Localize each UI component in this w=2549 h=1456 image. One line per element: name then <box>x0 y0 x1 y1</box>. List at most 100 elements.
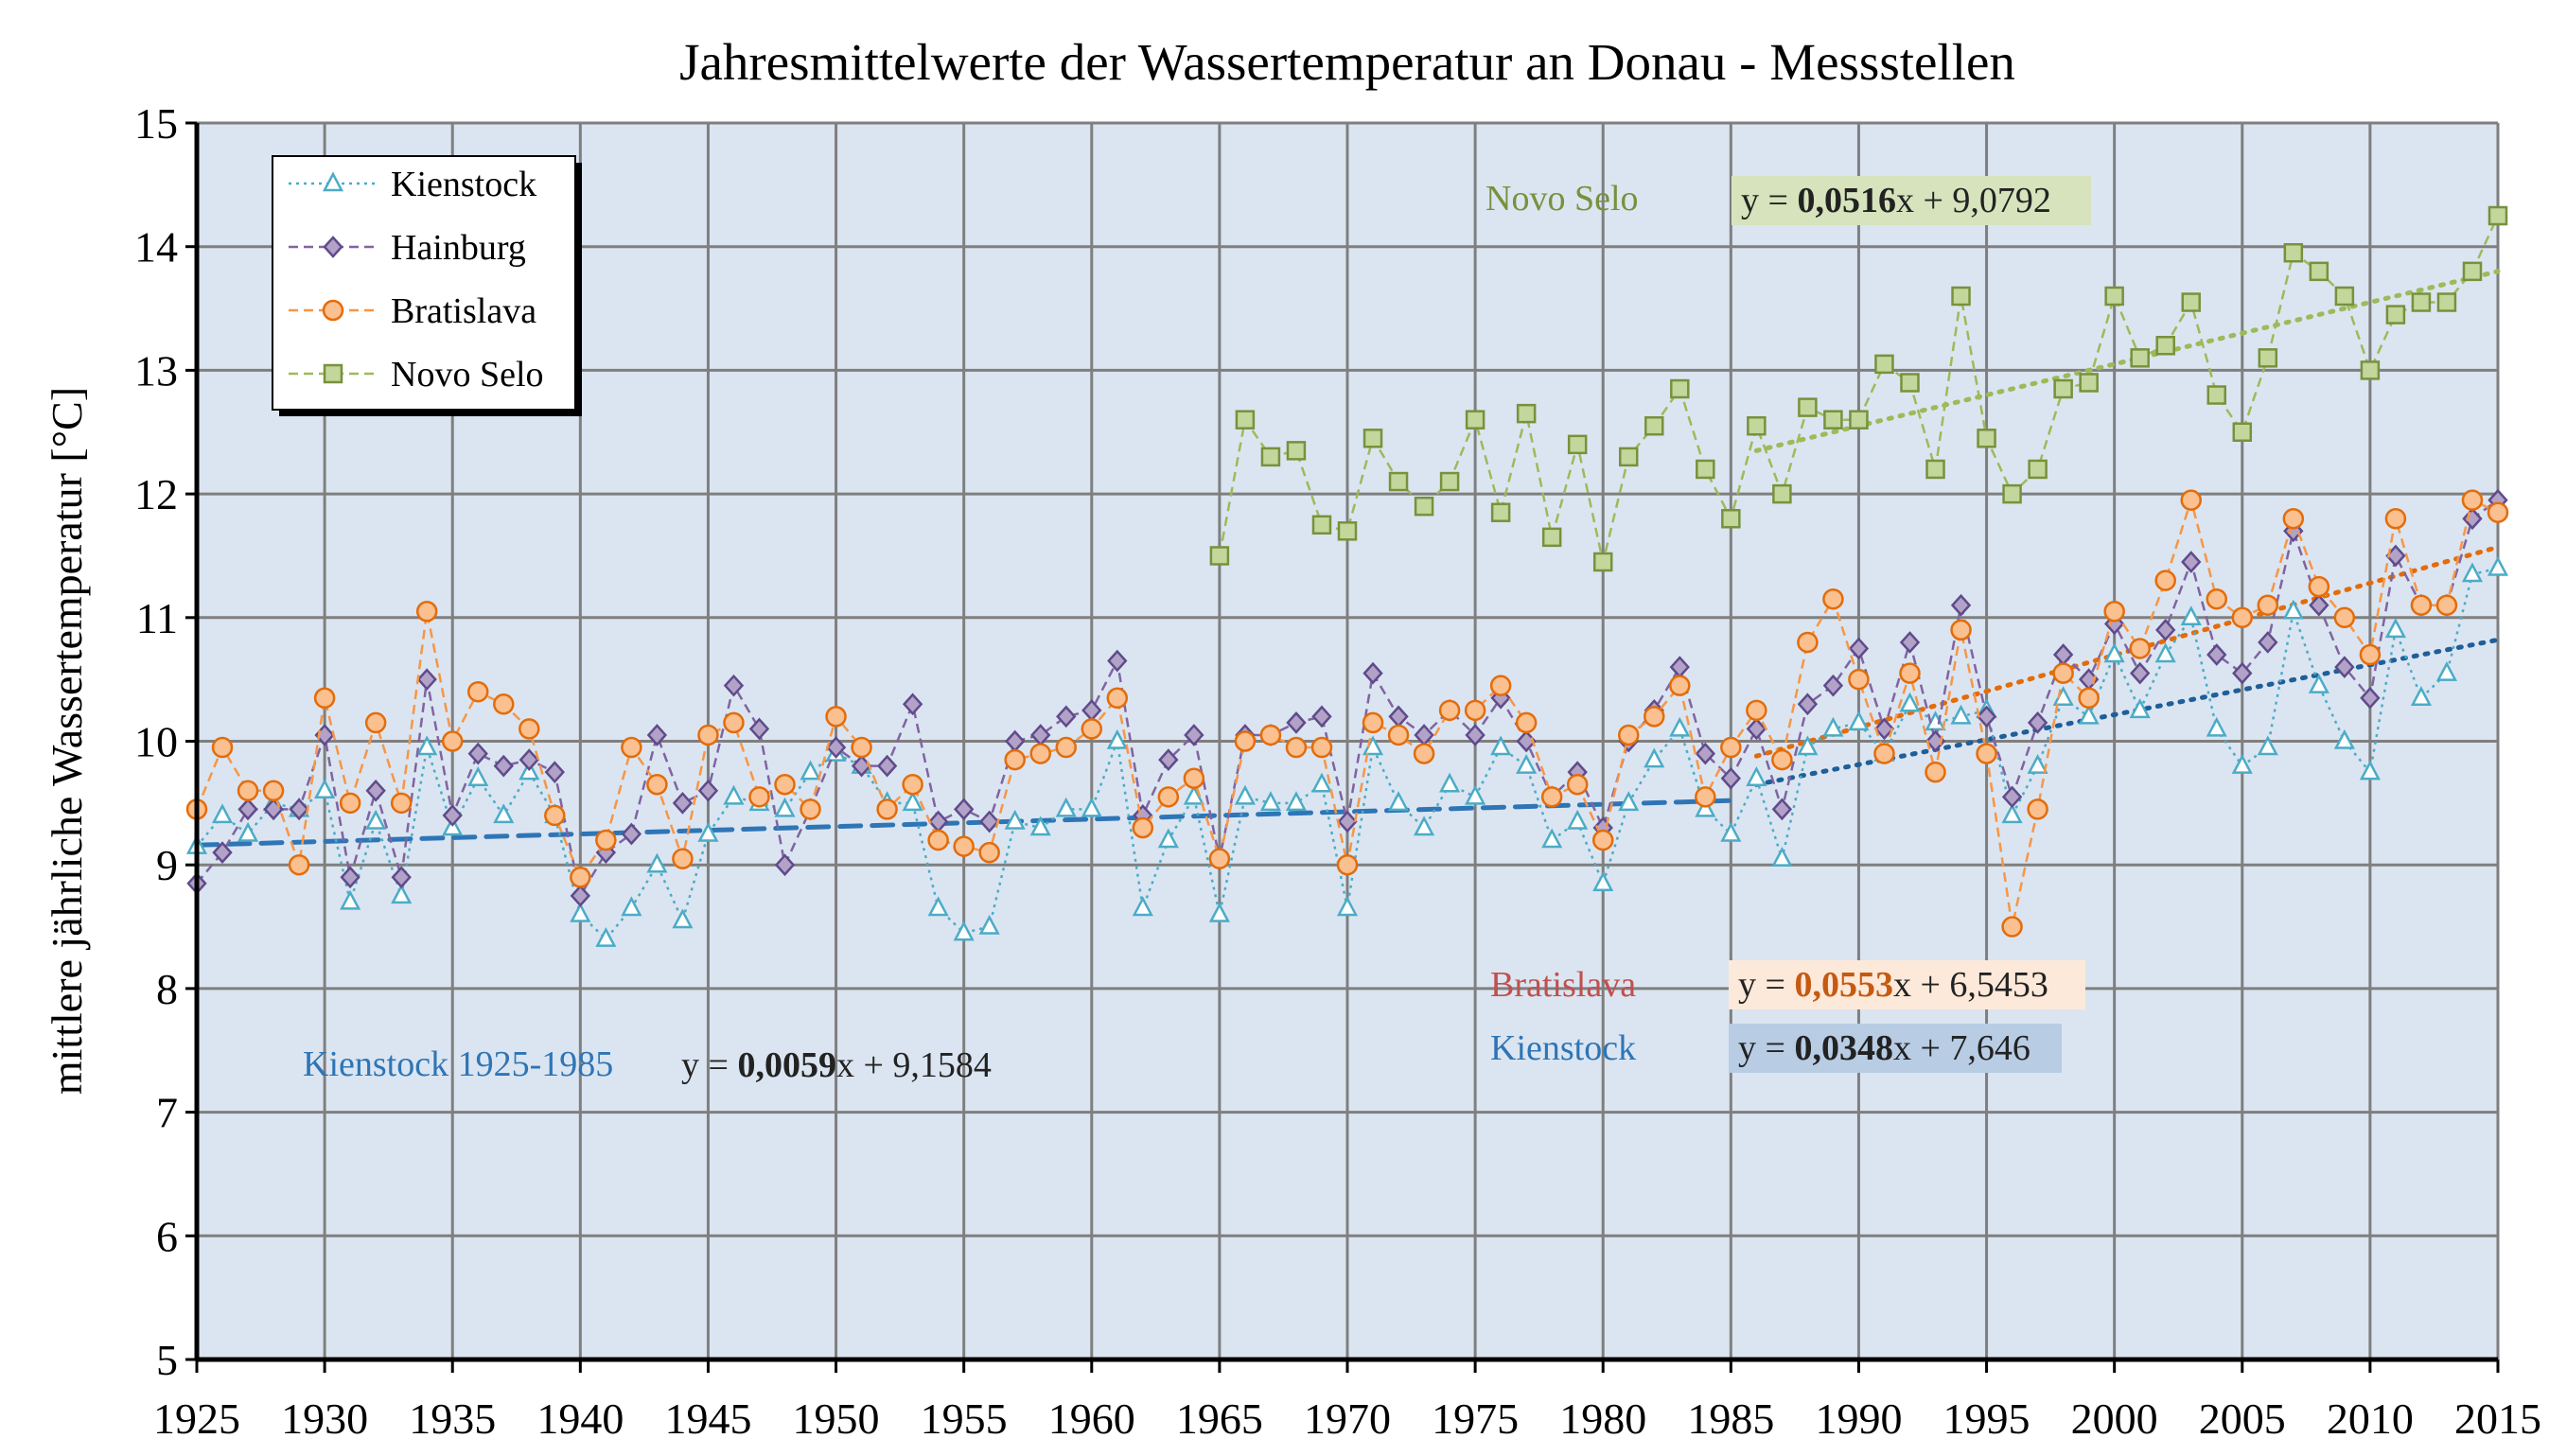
trendline-label: Bratislava <box>1490 965 1636 1005</box>
data-point-bratislava <box>390 792 413 815</box>
data-point-novo-selo <box>1260 447 1281 467</box>
series-bratislava <box>185 489 2509 938</box>
legend-item-bratislava: Bratislava <box>289 291 536 331</box>
x-tick-label: 1930 <box>281 1395 368 1443</box>
data-point-hainburg <box>1056 705 1077 728</box>
data-point-kienstock <box>391 884 413 904</box>
legend-marker <box>323 236 343 258</box>
x-tick-label: 2015 <box>2454 1395 2541 1443</box>
data-point-bratislava <box>2487 501 2509 523</box>
data-point-hainburg <box>723 674 745 697</box>
y-tick-label: 14 <box>134 223 178 272</box>
data-point-bratislava <box>2027 798 2048 820</box>
data-point-bratislava <box>2129 638 2151 659</box>
data-point-bratislava <box>1899 662 1921 684</box>
legend-marker <box>322 299 344 322</box>
data-point-bratislava <box>1310 736 1333 759</box>
data-point-hainburg <box>1899 631 1921 654</box>
data-point-novo-selo <box>1618 447 1639 467</box>
data-point-novo-selo <box>1772 483 1792 504</box>
legend-marker <box>322 171 344 192</box>
data-point-hainburg <box>902 693 923 716</box>
data-point-bratislava <box>1132 816 1154 839</box>
data-point-kienstock <box>902 791 923 812</box>
data-point-hainburg <box>1311 705 1332 728</box>
data-point-bratislava <box>1695 786 1716 808</box>
data-point-hainburg <box>1746 717 1767 741</box>
trendline-equation: y = 0,0516x + 9,0792 <box>1741 181 2051 220</box>
data-point-kienstock <box>1848 710 1870 731</box>
equation-box <box>1732 176 2091 225</box>
trendline-novo-selo <box>1753 269 2501 453</box>
trendline-equation: y = 0,0348x + 7,646 <box>1738 1028 2030 1068</box>
data-point-bratislava <box>851 736 872 759</box>
legend-box <box>272 155 576 411</box>
data-point-bratislava <box>595 829 617 851</box>
y-axis-ticks: 5 6 7 8 9 10 11 12 13 14 15 <box>134 99 197 1384</box>
data-point-hainburg <box>953 798 975 821</box>
data-point-bratislava <box>621 736 642 759</box>
data-point-novo-selo <box>1516 403 1537 424</box>
data-point-kienstock <box>2435 660 2458 681</box>
data-point-kienstock <box>1541 828 1563 849</box>
data-point-novo-selo <box>1311 515 1332 535</box>
trendline-label: Kienstock 1925-1985 <box>303 1044 613 1084</box>
data-point-bratislava <box>2206 588 2228 610</box>
annotation-bratislava: Bratislava y = 0,0553x + 6,5453 <box>1490 960 2085 1009</box>
data-point-kienstock <box>2282 599 2304 620</box>
data-point-bratislava <box>1566 773 1589 796</box>
data-point-kienstock <box>1439 772 1461 793</box>
trendline-kienstock-1925-1985 <box>194 798 1733 848</box>
data-point-bratislava <box>2461 489 2484 511</box>
data-point-hainburg <box>2334 656 2355 678</box>
data-point-kienstock <box>237 821 259 842</box>
data-point-bratislava <box>1746 699 1767 722</box>
data-point-kienstock <box>927 896 949 917</box>
x-tick-label: 1995 <box>1943 1395 2030 1443</box>
data-point-bratislava <box>2001 916 2023 938</box>
data-point-kienstock <box>1259 791 1282 812</box>
data-point-hainburg <box>979 810 1000 833</box>
x-tick-label: 1965 <box>1176 1395 1263 1443</box>
x-tick-label: 1950 <box>793 1395 880 1443</box>
equation-box <box>1729 960 2085 1009</box>
data-point-kienstock <box>2333 728 2355 749</box>
data-point-kienstock <box>2154 642 2176 663</box>
data-point-hainburg <box>570 885 591 907</box>
data-point-bratislava <box>1234 730 1257 752</box>
data-point-kienstock <box>1029 816 1051 836</box>
data-point-kienstock <box>697 821 719 842</box>
data-point-hainburg <box>1720 766 1742 790</box>
data-point-kienstock <box>621 896 642 917</box>
data-point-novo-selo <box>1414 496 1434 517</box>
trendline-equation: y = 0,0553x + 6,5453 <box>1738 965 2048 1005</box>
data-point-kienstock <box>1618 791 1640 812</box>
data-point-novo-selo <box>1951 286 1971 307</box>
legend-label: Hainburg <box>391 228 526 268</box>
data-point-bratislava <box>1004 748 1026 771</box>
data-point-hainburg <box>2232 661 2253 685</box>
trendline-label: Novo Selo <box>1485 179 1639 219</box>
trendline-bratislava <box>1753 544 2501 759</box>
x-tick-label: 1985 <box>1687 1395 1774 1443</box>
legend-label: Novo Selo <box>391 355 544 395</box>
data-point-bratislava <box>1848 668 1870 691</box>
data-point-bratislava <box>570 867 591 888</box>
data-point-bratislava <box>2078 687 2100 710</box>
x-tick-label: 1975 <box>1432 1395 1519 1443</box>
data-point-bratislava <box>466 680 489 703</box>
data-point-kienstock <box>1208 902 1230 922</box>
data-point-novo-selo <box>2181 292 2201 312</box>
data-point-bratislava <box>1976 743 1997 764</box>
y-axis-label: mittlere jährliche Wassertemperatur [°C] <box>43 387 91 1095</box>
data-point-bratislava <box>519 718 540 740</box>
data-point-bratislava <box>1336 853 1359 876</box>
data-point-kienstock <box>2103 642 2125 663</box>
data-point-bratislava <box>1950 619 1972 641</box>
data-point-novo-selo <box>2487 205 2508 226</box>
data-point-kienstock <box>2410 686 2433 707</box>
data-point-hainburg <box>1822 674 1844 697</box>
chart-title: Jahresmittelwerte der Wassertemperatur a… <box>679 33 2015 91</box>
data-point-bratislava <box>1540 786 1563 808</box>
data-point-bratislava <box>1055 736 1078 759</box>
